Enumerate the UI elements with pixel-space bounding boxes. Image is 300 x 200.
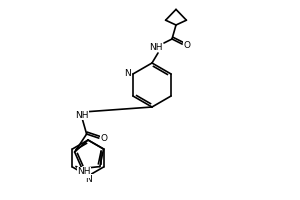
Text: O: O (184, 40, 190, 49)
Text: N: N (124, 68, 131, 77)
Text: O: O (100, 134, 107, 143)
Text: NH: NH (75, 111, 88, 120)
Text: NH: NH (77, 167, 91, 176)
Text: 1H: 1H (80, 169, 90, 178)
Text: N: N (85, 174, 92, 184)
Text: NH: NH (149, 43, 163, 51)
